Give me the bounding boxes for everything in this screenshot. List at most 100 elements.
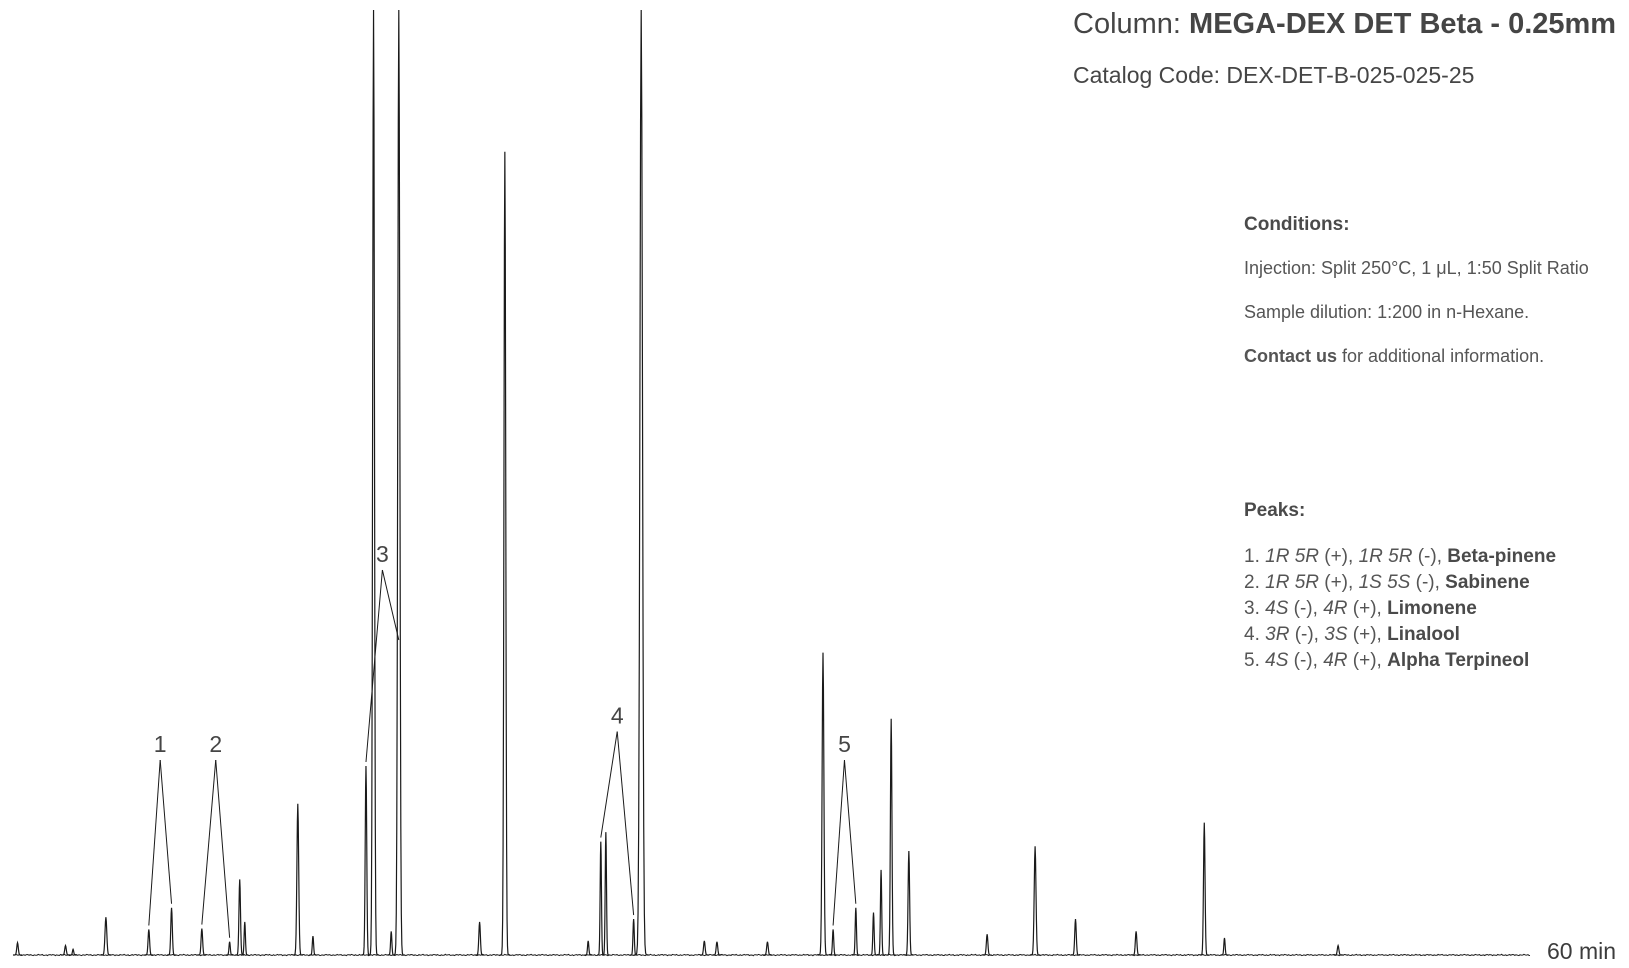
peak-legend-sign-b: (-),	[1412, 546, 1448, 567]
conditions-heading: Conditions:	[1244, 214, 1350, 235]
peak-legend-sign-a: (-),	[1288, 598, 1324, 619]
dilution-text: Sample dilution: 1:200 in n-Hexane.	[1244, 302, 1530, 322]
peak-legend-item: 1. 1R 5R (+), 1R 5R (-), Beta-pinene	[1244, 544, 1556, 570]
chromatogram-peak	[368, 9, 379, 956]
peak-legend-num: 4.	[1244, 624, 1266, 645]
chromatogram-peak	[629, 919, 638, 956]
contact-rest: for additional information.	[1337, 346, 1545, 366]
chromatogram-peak	[829, 929, 837, 956]
chromatogram-peak	[597, 841, 605, 956]
baseline	[14, 953, 1531, 957]
peak-legend-isomer-a: 3R	[1265, 624, 1290, 645]
chromatogram-peak	[712, 941, 722, 956]
chromatogram-peak	[904, 851, 914, 956]
peak-leader-line	[215, 759, 231, 938]
peak-legend-compound-name: Sabinene	[1445, 572, 1530, 593]
injection-text: Injection: Split 250°C, 1 μL, 1:50 Split…	[1244, 258, 1589, 278]
chromatogram-peak	[886, 718, 896, 956]
peak-legend-sign-a: (-),	[1288, 650, 1324, 671]
peaks-heading: Peaks:	[1244, 500, 1306, 521]
chromatogram-peak	[309, 936, 317, 956]
trace-layer	[12, 9, 1531, 957]
peak-number-label: 1	[154, 731, 167, 757]
chromatogram-peak	[69, 947, 77, 956]
peak-legend-compound-name: Alpha Terpineol	[1387, 650, 1530, 671]
peak-legend-isomer-b: 1S 5S	[1358, 572, 1411, 593]
chromatogram-peak	[361, 765, 371, 956]
chromatogram-peak	[240, 921, 249, 956]
peak-legend-sign-b: (-),	[1410, 572, 1446, 593]
chromatogram-peak	[852, 907, 860, 956]
chromatogram-peak	[292, 803, 304, 956]
peak-leader-line	[832, 759, 845, 926]
peak-legend-item: 2. 1R 5R (+), 1S 5S (-), Sabinene	[1244, 570, 1556, 596]
chromatogram-peak	[602, 832, 610, 956]
peak-legend-num: 5.	[1244, 650, 1266, 671]
peak-leader-line	[616, 731, 635, 916]
peak-legend-isomer-a: 4S	[1265, 650, 1289, 671]
chromatogram-peak	[1131, 931, 1141, 956]
chromatogram-peak	[12, 940, 23, 956]
peak-legend-num: 3.	[1244, 598, 1266, 619]
peak-legend-isomer-b: 4R	[1323, 598, 1348, 619]
contact-link[interactable]: Contact us	[1244, 346, 1338, 366]
peak-legend-sign-b: (+),	[1347, 624, 1388, 645]
column-name: MEGA-DEX DET Beta - 0.25mm	[1189, 8, 1617, 40]
peak-legend-isomer-b: 3S	[1324, 624, 1348, 645]
peak-number-label: 2	[209, 731, 222, 757]
peak-leader-line	[148, 759, 161, 926]
chromatogram-peak	[1029, 846, 1041, 956]
chromatogram-peak	[197, 928, 207, 956]
peak-legend-sign-b: (+),	[1347, 650, 1388, 671]
peak-leader-line	[201, 759, 217, 925]
chromatogram-peak	[982, 934, 992, 956]
catalog-code: Catalog Code: DEX-DET-B-025-025-25	[1073, 62, 1475, 88]
x-axis-end-label: 60 min	[1547, 938, 1617, 964]
contact-text: Contact us for additional information.	[1244, 346, 1589, 367]
peak-legend-compound-name: Beta-pinene	[1447, 546, 1557, 567]
peak-legend-item: 4. 3R (-), 3S (+), Linalool	[1244, 622, 1556, 648]
chromatogram-peak	[100, 917, 112, 956]
peaks-legend: Peaks: 1. 1R 5R (+), 1R 5R (-), Beta-pin…	[1244, 500, 1556, 674]
peak-legend-isomer-a: 1R 5R	[1265, 572, 1319, 593]
chromatogram-peak	[1199, 822, 1209, 956]
peak-legend-num: 1.	[1244, 546, 1266, 567]
chromatogram-peak	[869, 912, 878, 956]
chromatogram-peak	[475, 921, 485, 956]
peak-leader-line	[365, 569, 383, 763]
chromatogram-peak	[387, 931, 396, 956]
chromatogram-peak	[1333, 943, 1343, 956]
chromatogram-peak	[817, 652, 829, 956]
peak-legend-compound-name: Linalool	[1387, 624, 1460, 645]
chromatogram-peak	[499, 151, 511, 956]
chromatogram-peak	[144, 929, 154, 956]
chromatogram-peak	[392, 9, 405, 956]
peak-legend-isomer-b: 1R 5R	[1358, 546, 1413, 567]
peak-leader-line	[381, 569, 400, 641]
peak-legend-sign-a: (+),	[1318, 546, 1359, 567]
chromatogram-peak	[1070, 919, 1081, 956]
chromatogram-peak	[60, 943, 71, 956]
peak-number-label: 4	[611, 703, 624, 729]
peak-legend-isomer-b: 4R	[1323, 650, 1348, 671]
chromatogram-peak	[584, 940, 592, 956]
header: Column: MEGA-DEX DET Beta - 0.25mm Catal…	[1073, 6, 1616, 90]
column-prefix: Column:	[1073, 8, 1190, 40]
chromatogram-peak	[225, 941, 234, 956]
peak-number-label: 5	[838, 731, 851, 757]
conditions-block: Conditions: Injection: Split 250°C, 1 μL…	[1244, 214, 1589, 390]
peak-legend-item: 3. 4S (-), 4R (+), Limonene	[1244, 596, 1556, 622]
peak-number-label: 3	[376, 541, 389, 567]
peak-legend-sign-a: (-),	[1289, 624, 1325, 645]
peak-leader-line	[159, 759, 173, 904]
chromatogram-peak	[877, 869, 885, 956]
peak-legend-compound-name: Limonene	[1387, 598, 1477, 619]
peak-label-layer: 1 2 3 4 5	[148, 541, 857, 938]
peak-legend-isomer-a: 1R 5R	[1265, 546, 1319, 567]
chromatogram-peak	[1220, 937, 1229, 956]
peak-legend-num: 2.	[1244, 572, 1266, 593]
peak-leader-line	[843, 759, 857, 904]
chromatogram-peak	[167, 907, 177, 956]
column-title: Column: MEGA-DEX DET Beta - 0.25mm	[1073, 6, 1616, 42]
peak-legend-sign-a: (+),	[1318, 572, 1359, 593]
